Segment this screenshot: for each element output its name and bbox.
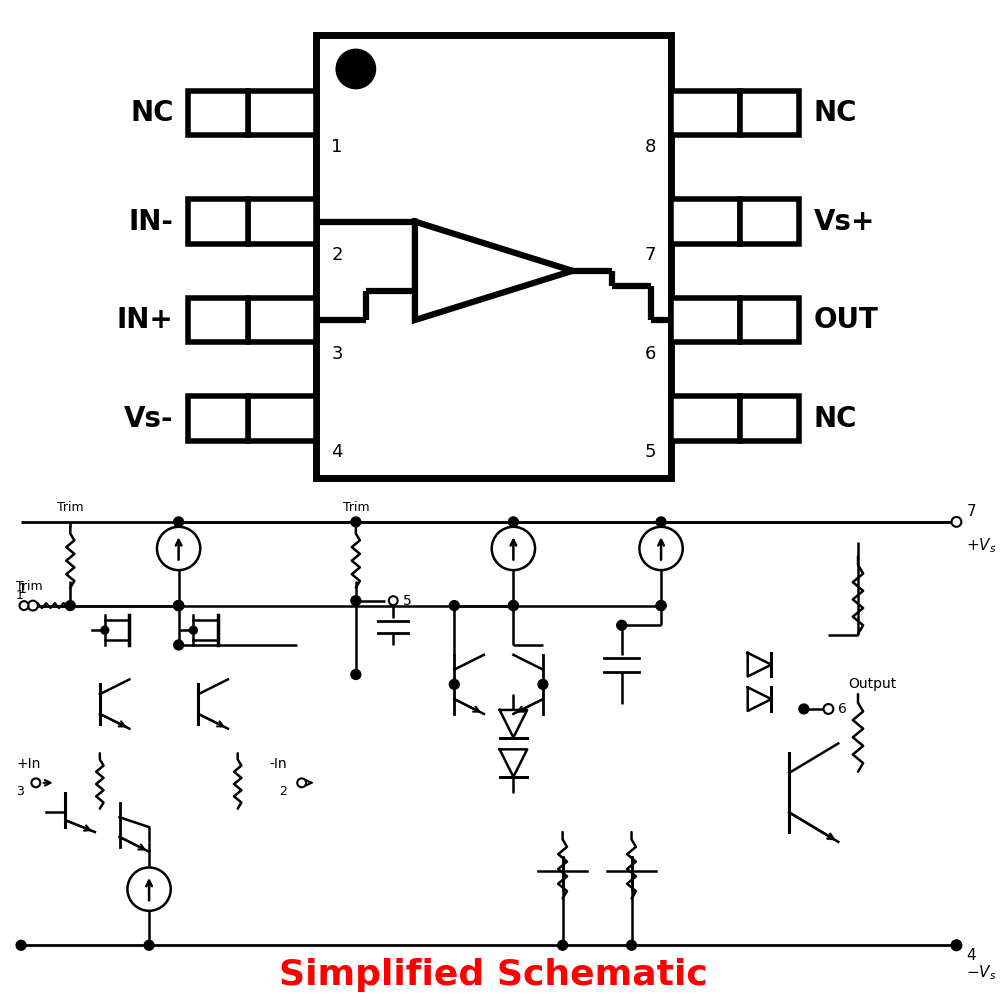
Text: $-V_s$: $-V_s$	[966, 963, 997, 982]
Bar	[316, 35, 671, 478]
Circle shape	[174, 601, 184, 611]
Circle shape	[617, 620, 627, 630]
Circle shape	[174, 601, 184, 611]
Text: $+V_s$: $+V_s$	[966, 537, 997, 555]
Circle shape	[952, 940, 961, 950]
Text: 4: 4	[331, 443, 343, 461]
Circle shape	[627, 940, 636, 950]
Circle shape	[351, 596, 361, 606]
Text: 3: 3	[331, 345, 343, 363]
Circle shape	[508, 601, 518, 611]
Text: 7: 7	[645, 246, 656, 264]
Text: OUT: OUT	[814, 306, 879, 334]
Circle shape	[31, 778, 40, 787]
Text: 3: 3	[16, 785, 24, 798]
Text: NC: NC	[814, 99, 857, 127]
Text: Trim: Trim	[16, 580, 43, 593]
Text: Trim: Trim	[57, 501, 84, 514]
Circle shape	[508, 517, 518, 527]
Text: IN-: IN-	[129, 208, 174, 236]
Bar	[188, 199, 248, 244]
Circle shape	[297, 778, 306, 787]
Text: NC: NC	[814, 405, 857, 433]
Circle shape	[28, 601, 38, 611]
Text: Trim: Trim	[343, 501, 369, 514]
Circle shape	[824, 704, 833, 714]
Bar	[248, 298, 316, 342]
Circle shape	[656, 601, 666, 611]
Bar	[248, 199, 316, 244]
Circle shape	[20, 601, 28, 610]
Circle shape	[101, 626, 109, 634]
Circle shape	[157, 527, 200, 570]
Bar	[740, 396, 799, 441]
Circle shape	[174, 601, 184, 611]
Bar	[248, 91, 316, 135]
Circle shape	[127, 867, 171, 911]
Text: Output: Output	[848, 677, 896, 691]
Bar	[248, 396, 316, 441]
Text: 1: 1	[17, 582, 26, 596]
Circle shape	[639, 527, 683, 570]
Circle shape	[65, 601, 75, 611]
Text: -In: -In	[269, 757, 287, 771]
Circle shape	[16, 940, 26, 950]
Bar	[188, 91, 248, 135]
Circle shape	[656, 601, 666, 611]
Circle shape	[799, 704, 809, 714]
Text: 5: 5	[403, 594, 412, 608]
Circle shape	[656, 517, 666, 527]
Text: 5: 5	[645, 443, 656, 461]
Bar	[671, 199, 740, 244]
Circle shape	[351, 670, 361, 679]
Text: o: o	[18, 601, 24, 611]
Bar	[740, 298, 799, 342]
Circle shape	[174, 517, 184, 527]
Text: 2: 2	[279, 785, 287, 798]
Text: 7: 7	[966, 504, 976, 519]
Text: IN+: IN+	[117, 306, 174, 334]
Text: +In: +In	[16, 757, 41, 771]
Bar	[740, 91, 799, 135]
Text: 8: 8	[645, 138, 656, 156]
Text: 6: 6	[838, 702, 847, 716]
Text: NC: NC	[130, 99, 174, 127]
Bar	[671, 298, 740, 342]
Text: Vs-: Vs-	[124, 405, 174, 433]
Text: 2: 2	[331, 246, 343, 264]
Circle shape	[952, 940, 961, 950]
Bar	[671, 91, 740, 135]
Circle shape	[144, 940, 154, 950]
Text: 4: 4	[966, 948, 976, 963]
Circle shape	[492, 527, 535, 570]
Text: 1: 1	[331, 138, 343, 156]
Circle shape	[538, 679, 548, 689]
Circle shape	[952, 517, 961, 527]
Bar	[740, 199, 799, 244]
Bar	[188, 298, 248, 342]
Circle shape	[174, 640, 184, 650]
Circle shape	[558, 940, 568, 950]
Circle shape	[508, 601, 518, 611]
Text: Vs+: Vs+	[814, 208, 875, 236]
Bar	[188, 396, 248, 441]
Text: 1: 1	[16, 589, 24, 602]
Circle shape	[449, 601, 459, 611]
Circle shape	[449, 679, 459, 689]
Text: 6: 6	[645, 345, 656, 363]
Circle shape	[351, 517, 361, 527]
Bar	[671, 396, 740, 441]
Text: Simplified Schematic: Simplified Schematic	[279, 958, 708, 992]
Circle shape	[389, 596, 398, 605]
Circle shape	[336, 49, 376, 89]
Circle shape	[189, 626, 197, 634]
